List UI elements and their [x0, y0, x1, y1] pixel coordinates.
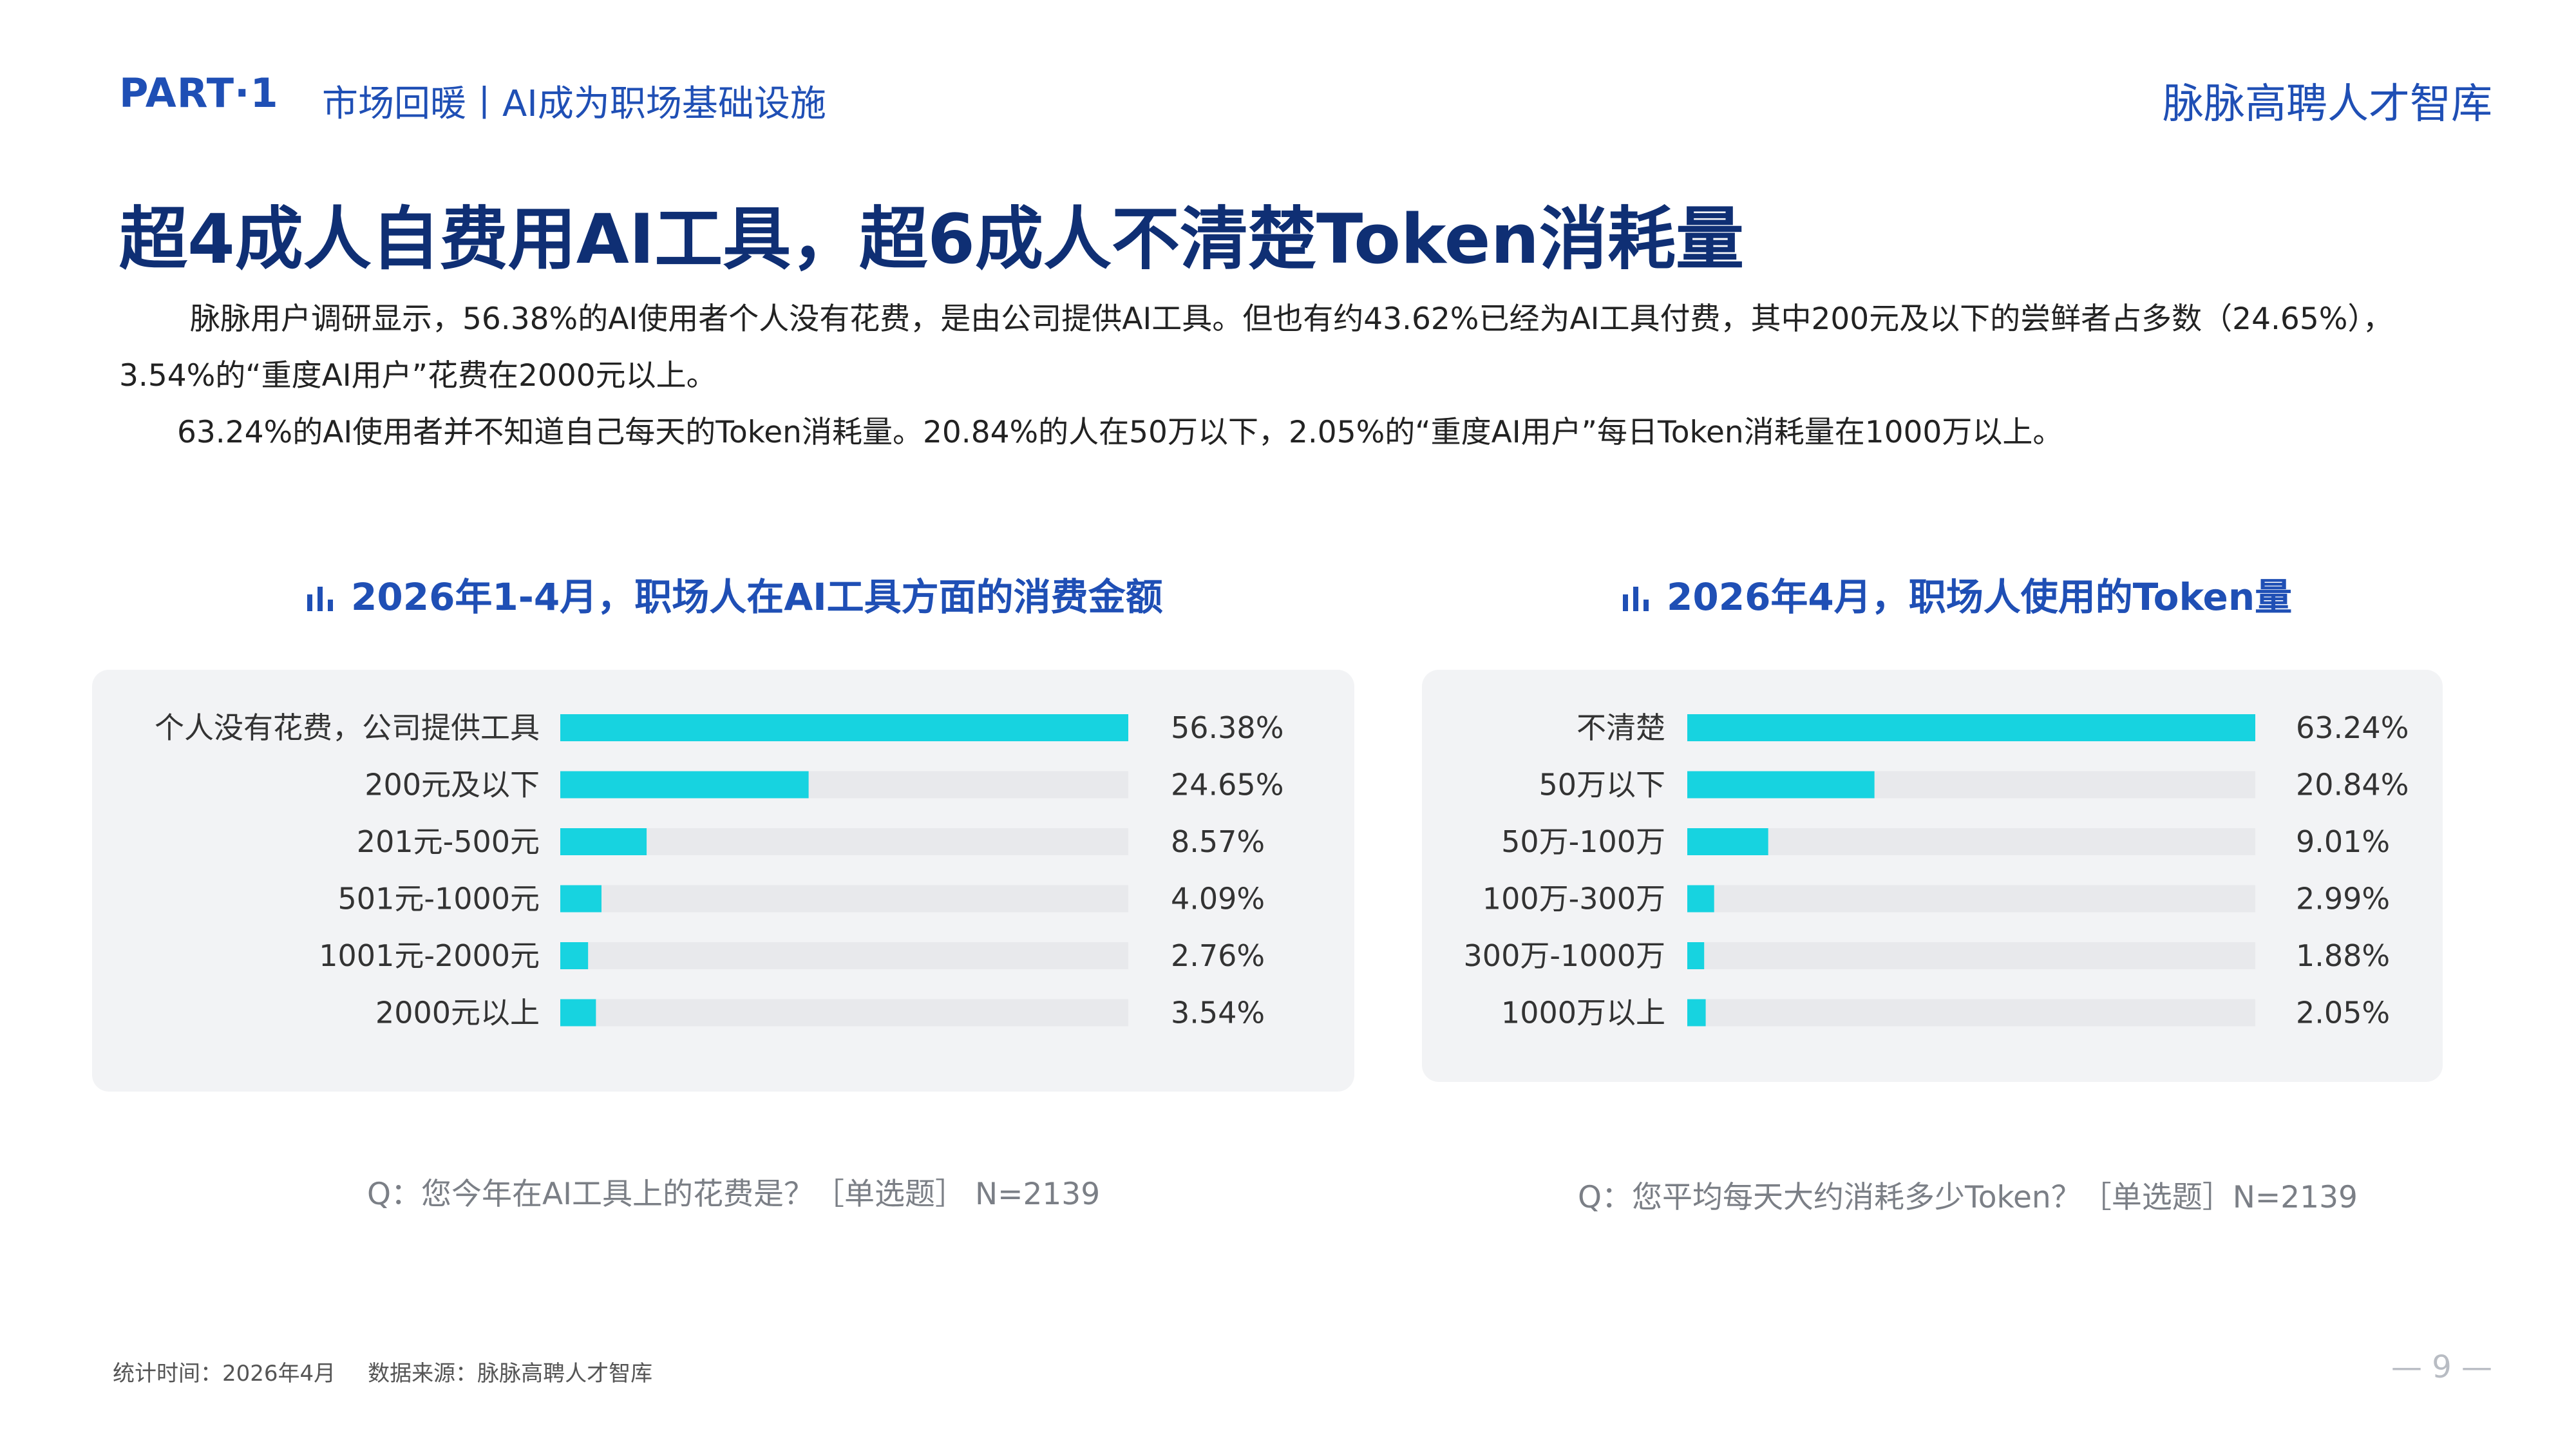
category-label: 50万-100万	[1501, 824, 1665, 859]
part-label: PART·1	[119, 70, 279, 117]
category-label: 1001元-2000元	[319, 938, 540, 973]
chart-1-question-note: Q：您今年在AI工具上的花费是？［单选题］ N=2139	[367, 1177, 1101, 1212]
bar	[560, 828, 647, 855]
bar	[560, 942, 589, 969]
summary-paragraph-2: 63.24%的AI使用者并不知道自己每天的Token消耗量。20.84%的人在5…	[177, 415, 2063, 450]
bar	[1687, 714, 2255, 741]
chart-2-panel: 不清楚 63.24% 50万以下 20.84% 50万-100万 9.01% 100万-30…	[1422, 670, 2443, 1082]
bar-track	[1687, 828, 2255, 855]
value-label: 4.09%	[1171, 882, 1265, 916]
value-label: 56.38%	[1171, 710, 1283, 745]
chart-1-panel: 个人没有花费，公司提供工具 56.38% 200元及以下 24.65% 201元-500…	[92, 670, 1354, 1092]
chart-1-svg: 个人没有花费，公司提供工具 56.38% 200元及以下 24.65% 201元-500…	[155, 710, 1283, 1030]
bar	[560, 714, 1128, 741]
data-source: 数据来源：脉脉高聘人才智库	[368, 1361, 653, 1387]
category-label: 2000元以上	[375, 996, 540, 1030]
bar-track	[560, 942, 1128, 969]
category-label: 1000万以上	[1501, 996, 1665, 1030]
chart-2-svg: 不清楚 63.24% 50万以下 20.84% 50万-100万 9.01% 100万-30…	[1464, 710, 2409, 1030]
bar	[1687, 885, 1714, 913]
value-label: 9.01%	[2296, 824, 2390, 859]
category-label: 501元-1000元	[338, 882, 540, 916]
category-label: 不清楚	[1577, 710, 1665, 745]
value-label: 2.99%	[2296, 882, 2390, 916]
value-label: 63.24%	[2296, 710, 2409, 745]
bar-track	[560, 885, 1128, 913]
bar-track	[560, 999, 1128, 1027]
category-label: 201元-500元	[357, 824, 540, 859]
bar	[1687, 999, 1706, 1027]
bar-track	[560, 828, 1128, 855]
chart-2-question-note: Q：您平均每天大约消耗多少Token？［单选题］N=2139	[1578, 1180, 2358, 1215]
bar-track	[1687, 999, 2255, 1027]
bar	[560, 771, 809, 799]
value-label: 2.76%	[1171, 938, 1265, 973]
category-label: 个人没有花费，公司提供工具	[155, 710, 540, 745]
brand-name: 脉脉高聘人才智库	[2163, 80, 2492, 128]
bar-chart-icon	[1623, 587, 1649, 611]
bar-chart-icon	[307, 587, 333, 611]
category-label: 50万以下	[1539, 768, 1665, 802]
bar-track	[1687, 942, 2255, 969]
chart-2-title: 2026年4月，职场人使用的Token量	[1622, 567, 2292, 621]
bar	[560, 885, 601, 913]
value-label: 8.57%	[1171, 824, 1265, 859]
bar	[1687, 942, 1705, 969]
section-label: 市场回暖丨AI成为职场基础设施	[322, 83, 826, 125]
category-label: 300万-1000万	[1464, 938, 1665, 973]
value-label: 20.84%	[2296, 768, 2409, 802]
stat-time: 统计时间：2026年4月	[113, 1361, 336, 1387]
page-number: — 9 —	[2391, 1349, 2492, 1385]
bar	[1687, 771, 1875, 799]
chart-1-title: 2026年1-4月，职场人在AI工具方面的消费金额	[306, 567, 1163, 621]
page-title: 超4成人自费用AI工具，超6成人不清楚Token消耗量	[119, 200, 1745, 279]
bar	[1687, 828, 1768, 855]
footer-info: 统计时间：2026年4月 数据来源：脉脉高聘人才智库	[113, 1356, 652, 1387]
value-label: 24.65%	[1171, 768, 1283, 802]
category-label: 100万-300万	[1482, 882, 1665, 916]
value-label: 1.88%	[2296, 938, 2390, 973]
value-label: 2.05%	[2296, 996, 2390, 1030]
chart-2-title-text: 2026年4月，职场人使用的Token量	[1667, 575, 2293, 619]
chart-1-title-text: 2026年1-4月，职场人在AI工具方面的消费金额	[351, 575, 1163, 619]
category-label: 200元及以下	[365, 768, 540, 802]
bar	[560, 999, 596, 1027]
summary-paragraph-1: 脉脉用户调研显示，56.38%的AI使用者个人没有花费，是由公司提供AI工具。但…	[119, 301, 2393, 393]
value-label: 3.54%	[1171, 996, 1265, 1030]
bar-track	[1687, 885, 2255, 913]
